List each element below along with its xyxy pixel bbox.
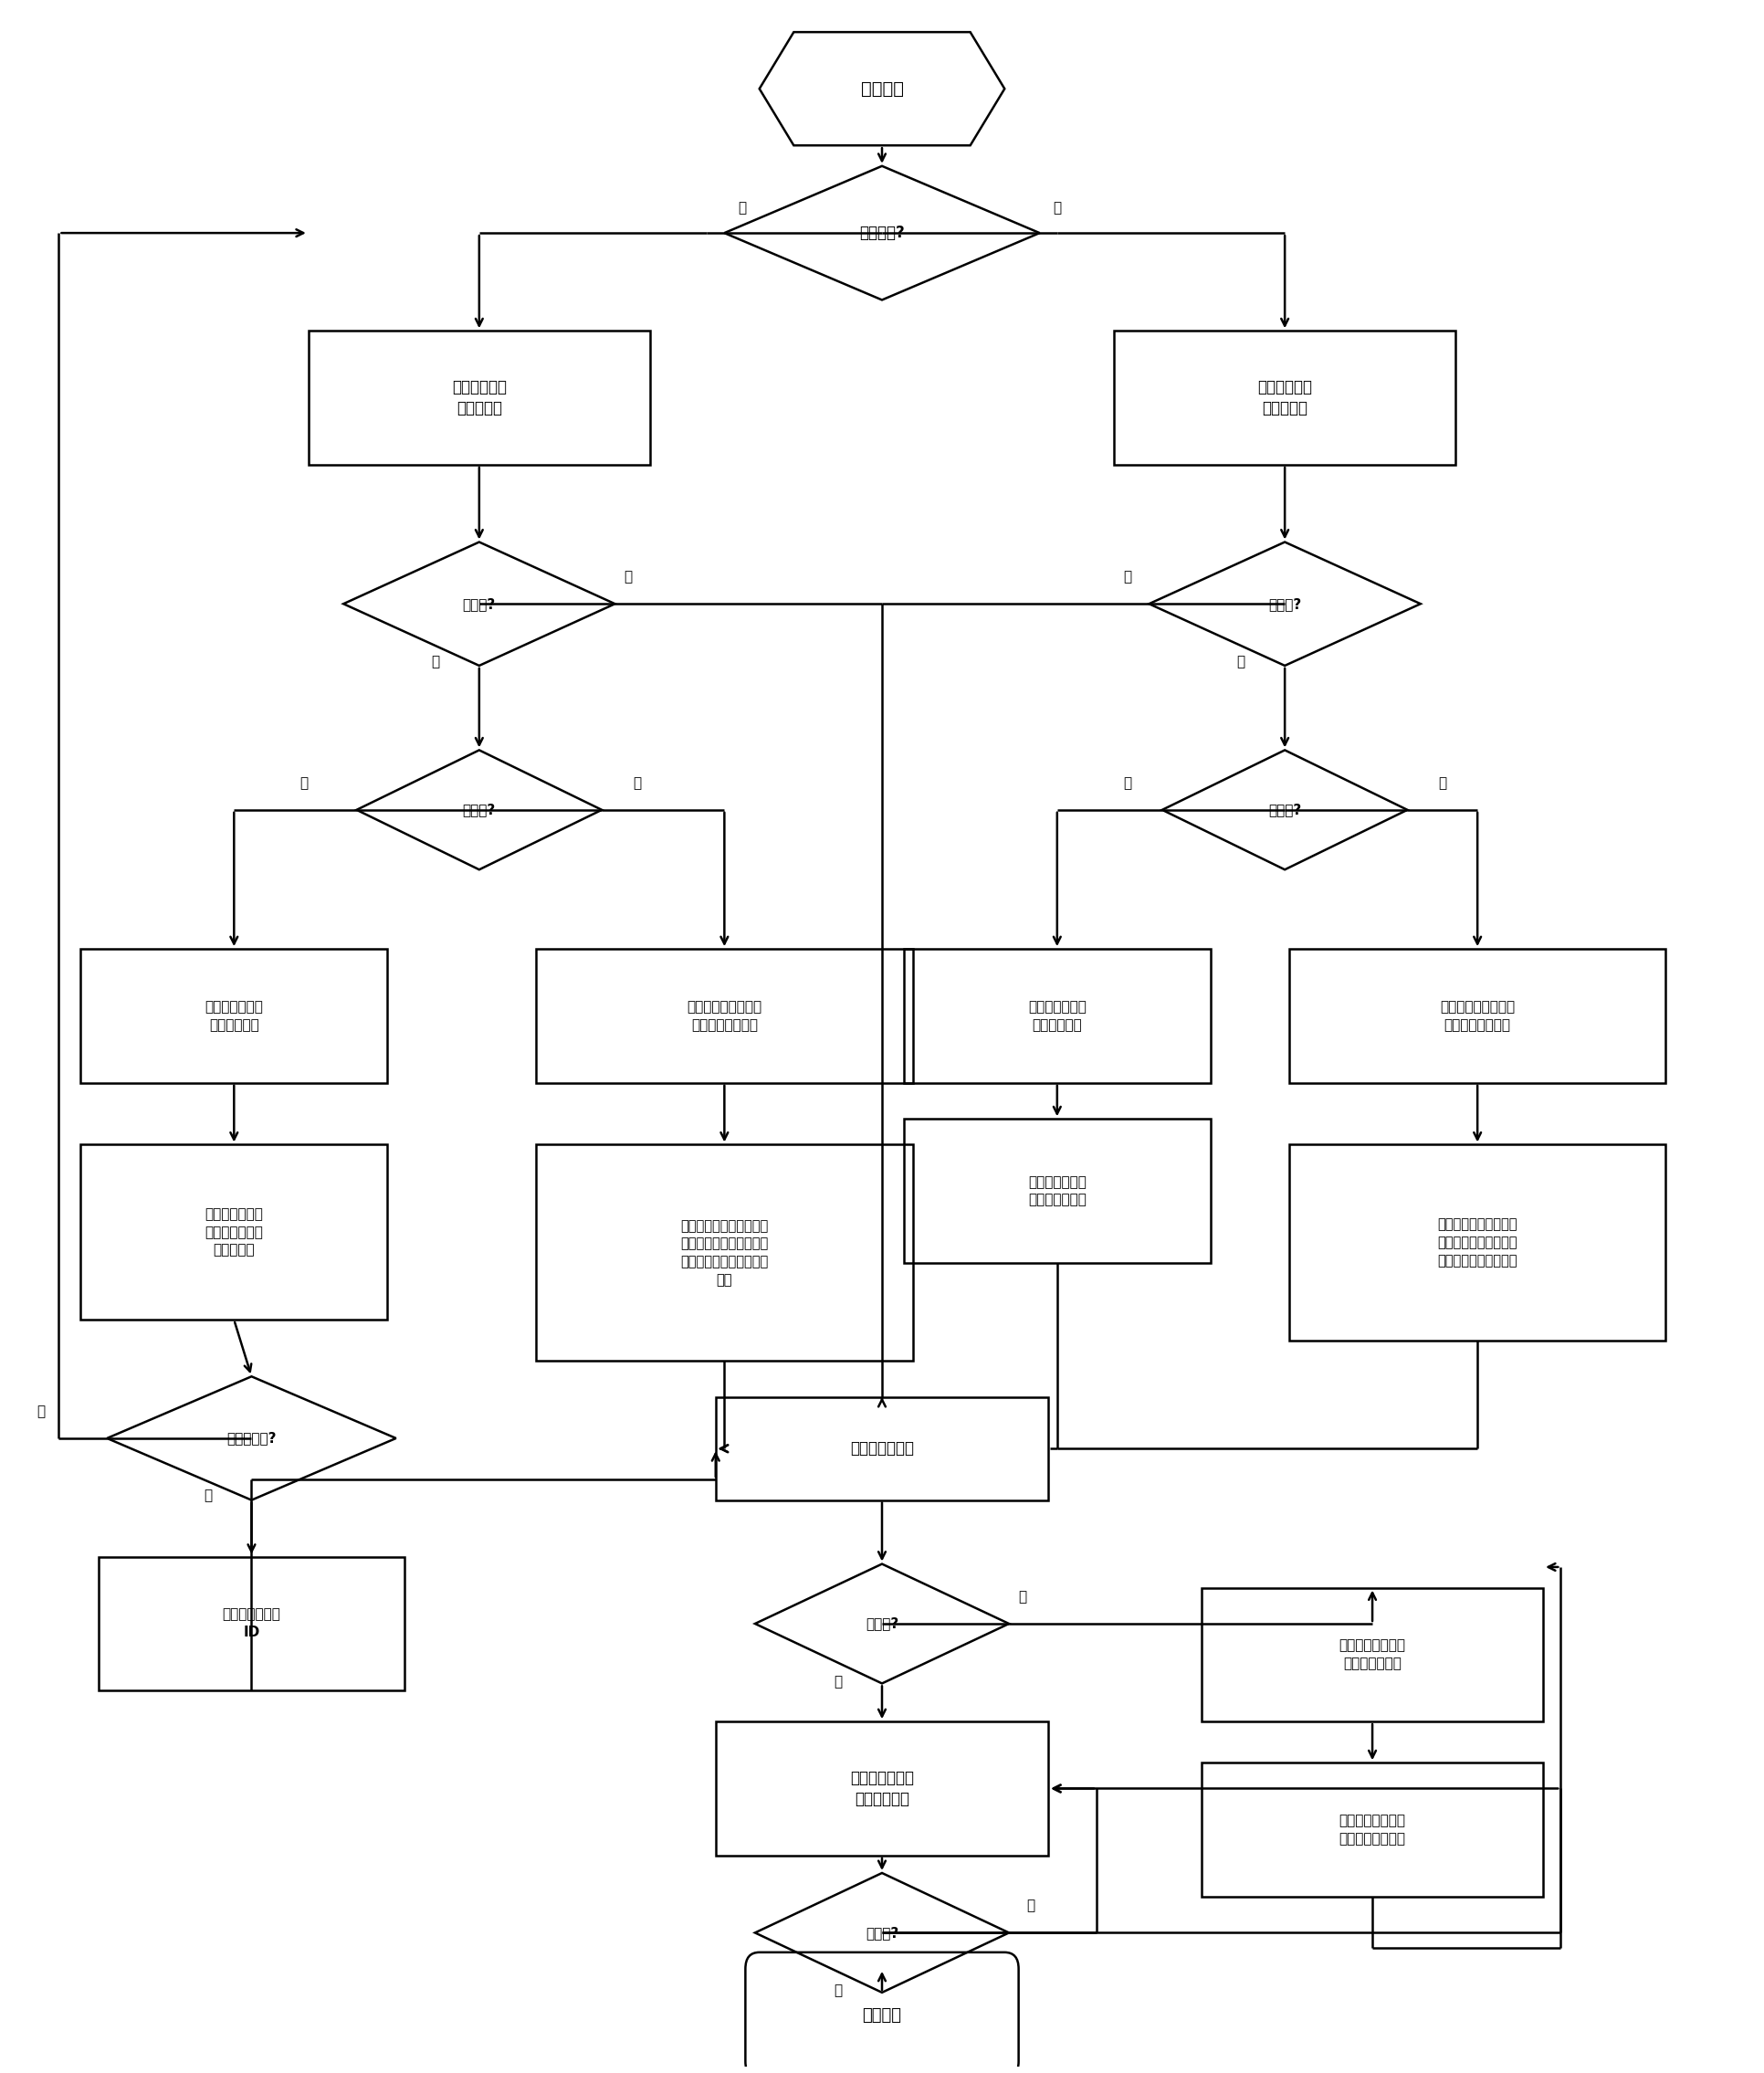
Text: 系统执行拍照动
作记录实际位置: 系统执行拍照动 作记录实际位置 (1028, 1175, 1087, 1206)
Text: 否: 否 (1237, 655, 1245, 668)
Text: 是: 是 (834, 1984, 843, 1996)
Text: 是: 是 (203, 1488, 212, 1503)
Text: 否: 否 (37, 1405, 46, 1418)
Text: 是: 是 (624, 570, 632, 585)
Text: 系统取理论位置和实际位
置，计算变换矩阵并作用
于被纠正对象，保存变换
矩阵: 系统取理论位置和实际位 置，计算变换矩阵并作用 于被纠正对象，保存变换 矩阵 (681, 1219, 769, 1287)
Text: 是: 是 (300, 775, 309, 790)
Text: 解析程序向系统发送
位置计算通知命令: 解析程序向系统发送 位置计算通知命令 (1439, 999, 1515, 1032)
Text: 否: 否 (1018, 1590, 1027, 1605)
Bar (536, 949, 912, 1082)
Text: 解析完?: 解析完? (1268, 597, 1302, 612)
Bar (1115, 332, 1455, 464)
Bar (1201, 1762, 1544, 1897)
Text: 否: 否 (1438, 775, 1446, 790)
Text: 解析完?: 解析完? (866, 1617, 898, 1631)
Text: 解析程序向系统
发送拍照命令: 解析程序向系统 发送拍照命令 (1028, 999, 1087, 1032)
Text: 拍照点?: 拍照点? (462, 802, 496, 817)
Text: 是: 是 (1124, 570, 1131, 585)
Bar (81, 1144, 388, 1321)
Text: 开始加工: 开始加工 (861, 81, 903, 97)
Text: 否: 否 (1027, 1899, 1035, 1913)
Text: 解析刀具路径，
驱动机床运动: 解析刀具路径， 驱动机床运动 (850, 1770, 914, 1808)
Bar (99, 1557, 404, 1692)
Bar (1201, 1588, 1544, 1721)
Text: 是: 是 (834, 1675, 843, 1687)
Bar (81, 949, 388, 1082)
Text: 初始加工?: 初始加工? (859, 224, 905, 240)
Bar (1289, 949, 1665, 1082)
Text: 否: 否 (1053, 201, 1062, 216)
Bar (903, 949, 1210, 1082)
Text: 解析完?: 解析完? (866, 1926, 898, 1940)
Text: 解析程序向系统发送
位置计算通知命令: 解析程序向系统发送 位置计算通知命令 (686, 999, 762, 1032)
Bar (536, 1144, 912, 1362)
Bar (716, 1721, 1048, 1855)
Text: 全局拍照点?: 全局拍照点? (226, 1432, 277, 1445)
Text: 系统执行拍照动
作记录理论位置
和实际位置: 系统执行拍照动 作记录理论位置 和实际位置 (205, 1206, 263, 1256)
Text: 解析程序向系统发
送路径检查指令: 解析程序向系统发 送路径检查指令 (1339, 1638, 1406, 1671)
Bar (1289, 1144, 1665, 1341)
Text: 否: 否 (633, 775, 640, 790)
Text: 解析后续加工
指令拍照点: 解析后续加工 指令拍照点 (1258, 379, 1312, 417)
Text: 否: 否 (430, 655, 439, 668)
Text: 解析程序向系统
发送拍照命令: 解析程序向系统 发送拍照命令 (205, 999, 263, 1032)
Text: 系统驱动运动执行
机构运动到指定点: 系统驱动运动执行 机构运动到指定点 (1339, 1814, 1406, 1845)
Text: 拍照点?: 拍照点? (1268, 802, 1302, 817)
Text: 解析初始加工
指令拍照点: 解析初始加工 指令拍照点 (452, 379, 506, 417)
Text: 加工结束: 加工结束 (863, 2007, 901, 2023)
Text: 解析路径检查点: 解析路径检查点 (850, 1441, 914, 1457)
Text: 是: 是 (737, 201, 746, 216)
Bar (903, 1119, 1210, 1262)
Text: 系统取初始加工记录与
本次记录，计算变换矩
阵并作用于被纠正对象: 系统取初始加工记录与 本次记录，计算变换矩 阵并作用于被纠正对象 (1438, 1217, 1517, 1267)
Text: 解析完?: 解析完? (462, 597, 496, 612)
Bar (716, 1397, 1048, 1501)
Bar (309, 332, 649, 464)
Text: 记录全局拍照点
ID: 记录全局拍照点 ID (222, 1609, 280, 1640)
Text: 是: 是 (1124, 775, 1131, 790)
